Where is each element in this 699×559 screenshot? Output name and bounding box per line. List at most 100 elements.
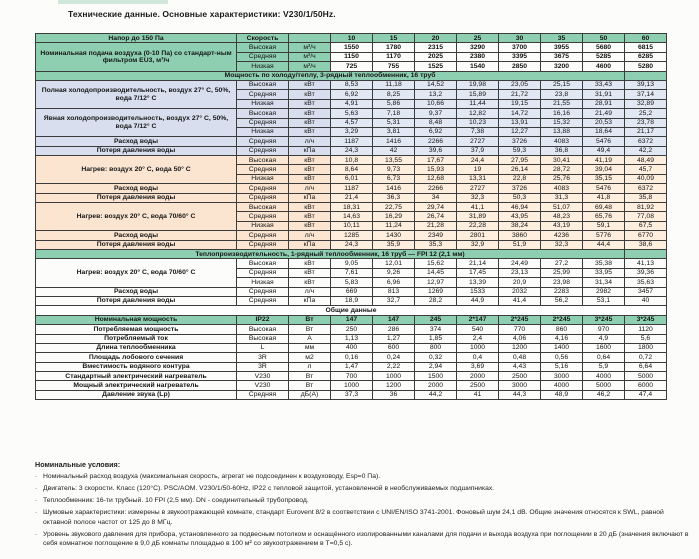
row-unit: кВт xyxy=(288,258,331,269)
row-value: 81,92 xyxy=(624,202,667,213)
row-value: 51,9 xyxy=(498,239,541,251)
row-value: 5280 xyxy=(624,61,667,72)
row-speed: 3R xyxy=(236,361,289,373)
row-value: 40,09 xyxy=(624,173,667,185)
row-value: 5680 xyxy=(582,42,625,53)
row-value: 1000 xyxy=(330,380,373,391)
row-value: 5285 xyxy=(582,51,625,63)
row-value: 6,73 xyxy=(372,173,415,185)
row-value: 33,95 xyxy=(582,267,625,279)
row-speed: Средняя xyxy=(236,183,289,194)
row-unit: м³/ч xyxy=(288,42,331,53)
row-value: 38,24 xyxy=(498,220,541,232)
row-label: Расход воды xyxy=(35,286,237,297)
row-value: 8,64 xyxy=(330,164,373,175)
row-speed: Средняя xyxy=(236,295,289,307)
table-row: Номинальная подача воздуха (0-10 Па) со … xyxy=(35,42,667,72)
row-value: 44,4 xyxy=(582,239,625,251)
row-value: 1,27 xyxy=(372,333,415,344)
row-value: 700 xyxy=(330,371,373,382)
row-label: Номинальная мощность xyxy=(35,314,237,326)
row-unit: кВт xyxy=(288,267,331,279)
row-value: 36 xyxy=(372,389,415,401)
row-value: 3955 xyxy=(540,42,583,53)
row-value: 2727 xyxy=(456,183,499,194)
row-value: 1600 xyxy=(582,342,625,354)
bullet-icon: · xyxy=(35,497,38,505)
row-value: 2000 xyxy=(414,380,457,391)
row-value: 8,25 xyxy=(372,89,415,100)
row-value: 1780 xyxy=(372,42,415,53)
row-value: 5,86 xyxy=(372,98,415,110)
table-row: Полная холодопроизводительность, воздух … xyxy=(35,79,667,110)
row-unit: м2 xyxy=(288,352,331,363)
row-value: 2032 xyxy=(498,286,541,297)
row-value: 23,8 xyxy=(540,89,583,100)
row-value: 41,19 xyxy=(582,155,625,166)
row-value: 3000 xyxy=(540,371,583,382)
row-value: 7,38 xyxy=(456,126,499,138)
row-value: 28,72 xyxy=(540,164,583,175)
table-row: Расход воды Средняя л/ч 1187 1416 2266 2727 372… xyxy=(35,183,667,194)
row-value: 3457 xyxy=(624,286,667,297)
row-value: 7,61 xyxy=(330,267,373,279)
row-speed: Высокая xyxy=(236,155,289,166)
row-label: Длина теплообменника xyxy=(35,342,237,354)
row-value: 14,63 xyxy=(330,211,373,222)
header-size: 30 xyxy=(498,32,541,44)
row-value: 35,9 xyxy=(372,239,415,251)
table-row: Низкая кВт 5,83 6,96 12,97 13,39 20,9 23,98 31,3… xyxy=(36,277,667,288)
row-value: 1,47 xyxy=(330,361,373,373)
row-value: 2500 xyxy=(498,371,541,382)
section-label: Общие данные xyxy=(35,305,667,316)
bullet-icon: · xyxy=(35,473,38,480)
row-value: 2*245 xyxy=(540,314,583,326)
row-value: 3200 xyxy=(540,61,583,72)
row-value: 41,1 xyxy=(456,202,499,213)
row-label: Потеря давления воды xyxy=(35,192,237,204)
header-size: 10 xyxy=(330,32,373,44)
row-speed: Средняя xyxy=(236,389,289,401)
footnote-item: · Номинальный расход воздуха (максимальна… xyxy=(35,472,690,482)
table-row: Потеря давления воды Средняя кПа 24,3 42 39,6… xyxy=(35,145,667,157)
row-value: 37,9 xyxy=(456,145,499,157)
row-label: Давление звука (Lp) xyxy=(35,389,237,401)
row-speed: Высокая xyxy=(236,108,289,119)
row-speed: IP22 xyxy=(236,314,289,326)
row-value: 35,8 xyxy=(624,192,667,204)
row-value: 1430 xyxy=(372,230,415,241)
table-row: Давление звука (Lp) Средняя дБ(А) 37,3 36 44,… xyxy=(35,389,667,401)
row-value: 970 xyxy=(582,324,625,335)
row-value: 35,63 xyxy=(624,277,667,288)
row-value: 20,53 xyxy=(582,117,625,128)
row-value: 16,16 xyxy=(540,108,583,119)
row-value: 26,14 xyxy=(498,164,541,175)
row-value: 48,9 xyxy=(540,389,583,401)
header-unit xyxy=(288,32,331,44)
row-value: 18,64 xyxy=(582,126,625,138)
row-unit: кВт xyxy=(288,164,331,175)
row-value: 2*147 xyxy=(456,314,499,326)
row-value: 2801 xyxy=(456,230,499,241)
row-value: 1525 xyxy=(414,61,457,72)
row-speed: Высокая xyxy=(236,42,289,53)
row-unit: Вт xyxy=(288,371,331,382)
row-value: 36,3 xyxy=(372,192,415,204)
row-label: Потеря давления воды xyxy=(35,239,237,251)
row-label: Явная холодопроизводительность, воздух 2… xyxy=(35,108,237,138)
row-unit: л/ч xyxy=(288,136,331,147)
row-value: 1416 xyxy=(372,183,415,194)
row-value: 400 xyxy=(330,342,373,354)
row-value: 4,16 xyxy=(540,333,583,344)
row-value: 147 xyxy=(372,314,415,326)
row-value: 12,97 xyxy=(414,277,457,288)
row-value: 59,1 xyxy=(582,220,625,232)
row-value: 23,78 xyxy=(624,117,667,128)
row-value: 27,2 xyxy=(540,258,583,269)
row-value: 4,91 xyxy=(330,98,373,110)
row-value: 0,72 xyxy=(624,352,667,363)
row-value: 21,28 xyxy=(414,220,457,232)
row-speed: Средняя xyxy=(236,89,289,100)
footnote-item: · Двигатель: 3 скорости. Класс (120°C). P… xyxy=(35,484,690,494)
row-speed: Средняя xyxy=(236,51,289,63)
